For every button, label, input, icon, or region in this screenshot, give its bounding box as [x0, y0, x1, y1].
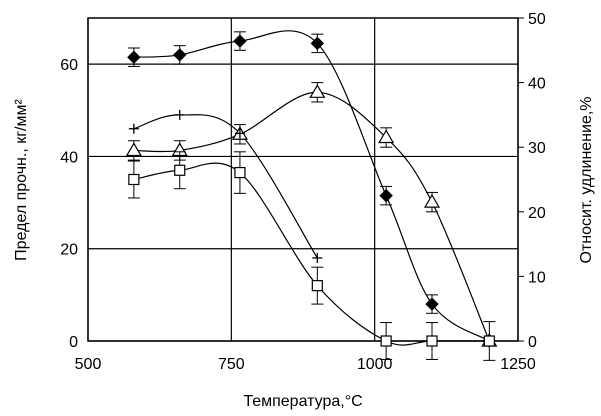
y-right-tick-labels: 0 10 20 30 40 50	[528, 11, 546, 351]
y-right-tick-label: 50	[528, 11, 546, 28]
series-markers	[125, 31, 498, 361]
data-point-diamond	[310, 36, 325, 51]
data-point-diamond	[379, 188, 393, 203]
y-left-tick-label: 20	[60, 242, 78, 259]
x-tick-label: 1250	[500, 356, 536, 373]
y-left-tick-label: 40	[60, 149, 78, 166]
x-tick-label: 750	[218, 356, 245, 373]
y-right-tick-label: 30	[528, 140, 546, 157]
y-right-tick-label: 0	[528, 334, 537, 351]
y-right-tick-label: 20	[528, 205, 546, 222]
data-point-diamond	[173, 48, 187, 62]
data-point-diamond	[233, 34, 247, 48]
data-point-square	[426, 335, 438, 347]
x-tick-labels: 500 750 1000 1250	[75, 356, 536, 373]
y-left-tick-label: 60	[60, 57, 78, 74]
data-point-diamond	[425, 297, 439, 311]
y-left-axis-title: Предел прочн., кг/мм²	[13, 99, 30, 261]
plot-area-border	[87, 17, 519, 342]
y-left-tick-labels: 0 20 40 60	[60, 57, 78, 351]
data-point-square	[234, 166, 246, 179]
data-point-square	[128, 173, 140, 186]
data-point-square	[174, 164, 186, 176]
y-right-axis-title: Относит. удлинение,%	[578, 96, 595, 263]
data-point-triangle	[125, 142, 142, 157]
data-point-triangle	[423, 193, 441, 208]
data-point-square	[380, 335, 392, 347]
data-point-square	[311, 280, 323, 292]
x-tick-label: 1000	[357, 356, 393, 373]
y-right-tick-label: 40	[528, 76, 546, 93]
series-line-triangle-open	[133, 91, 490, 342]
grid	[87, 17, 524, 342]
series-line-square-open	[133, 162, 490, 346]
data-point-square	[483, 335, 495, 347]
series-line-plus	[133, 114, 318, 259]
y-left-tick-label: 0	[69, 334, 78, 351]
data-point-triangle	[309, 84, 326, 98]
data-point-triangle	[378, 129, 395, 144]
y-right-tick-label: 10	[528, 269, 546, 286]
data-point-diamond	[127, 50, 141, 64]
x-axis-title: Температура,°С	[243, 393, 362, 410]
x-tick-label: 500	[75, 356, 102, 373]
series-lines	[133, 30, 490, 346]
